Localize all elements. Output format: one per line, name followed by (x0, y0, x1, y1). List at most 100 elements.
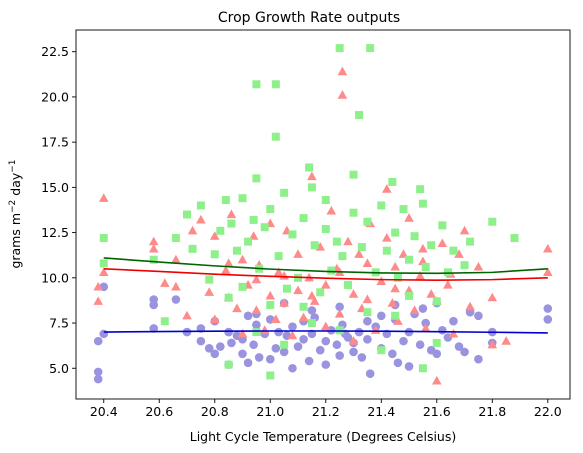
data-point-circle (252, 320, 261, 330)
fit-line (103, 330, 548, 334)
data-point-square (338, 252, 347, 261)
data-point-circle (274, 327, 283, 337)
data-point-triangle (309, 296, 320, 305)
x-tick-label: 20.6 (145, 404, 173, 419)
data-point-triangle (387, 298, 398, 307)
data-point-square (280, 188, 289, 197)
data-point-triangle (343, 236, 353, 246)
data-point-square (363, 217, 372, 226)
data-point-triangle (473, 261, 484, 271)
data-point-triangle (251, 305, 262, 314)
data-point-triangle (393, 316, 403, 325)
data-point-triangle (337, 66, 348, 76)
data-point-circle (363, 316, 372, 326)
data-point-square (363, 308, 372, 317)
data-point-circle (415, 340, 425, 350)
data-point-triangle (148, 236, 159, 246)
data-point-circle (432, 349, 442, 359)
data-point-circle (321, 360, 331, 369)
data-point-circle (388, 349, 397, 359)
data-point-square (405, 291, 414, 300)
data-point-square (410, 232, 419, 241)
data-point-square (149, 255, 158, 264)
data-point-square (271, 80, 280, 89)
data-point-square (99, 259, 108, 268)
data-point-triangle (390, 283, 400, 293)
data-point-triangle (334, 308, 345, 318)
data-point-square (382, 246, 391, 255)
data-point-square (349, 170, 358, 179)
data-point-square (416, 185, 425, 194)
data-point-square (421, 262, 430, 271)
data-point-square (432, 297, 441, 306)
data-point-square (271, 132, 280, 141)
data-point-triangle (362, 258, 373, 267)
data-point-triangle (271, 314, 281, 324)
data-point-triangle (418, 243, 428, 253)
y-tick-label: 5.0 (49, 361, 69, 376)
data-point-square (438, 221, 447, 230)
data-point-circle (363, 335, 372, 344)
data-point-triangle (171, 281, 181, 291)
data-point-triangle (465, 301, 475, 311)
data-point-triangle (232, 303, 242, 313)
data-point-triangle (459, 225, 470, 235)
data-point-triangle (448, 328, 459, 338)
data-point-circle (460, 347, 469, 357)
data-point-triangle (237, 254, 248, 264)
data-point-triangle (223, 258, 234, 267)
data-point-square (305, 163, 314, 172)
data-point-square (405, 255, 414, 264)
data-point-circle (354, 327, 364, 337)
x-axis-label: Light Cycle Temperature (Degrees Celsius… (190, 429, 457, 444)
data-point-circle (357, 353, 367, 362)
data-point-triangle (354, 249, 364, 258)
data-point-triangle (501, 336, 511, 345)
y-tick-label: 20.0 (41, 89, 69, 104)
data-point-square (171, 234, 180, 243)
data-point-square (349, 208, 358, 217)
data-point-square (355, 111, 364, 120)
data-point-triangle (273, 267, 284, 276)
data-point-circle (438, 325, 447, 335)
y-tick-label: 15.0 (41, 180, 69, 195)
data-point-triangle (542, 243, 553, 253)
data-point-square (252, 328, 261, 337)
data-point-square (466, 237, 475, 246)
data-point-triangle (98, 267, 109, 276)
chart-title: Crop Growth Rate outputs (218, 10, 400, 26)
data-point-triangle (187, 225, 198, 235)
data-point-square (244, 237, 253, 246)
data-point-triangle (409, 305, 420, 314)
data-point-circle (404, 362, 414, 371)
data-point-square (316, 288, 325, 297)
data-point-square (238, 194, 247, 203)
data-point-triangle (420, 323, 431, 333)
data-point-square (510, 234, 519, 243)
data-point-triangle (221, 265, 231, 275)
data-point-triangle (287, 330, 298, 340)
data-point-circle (543, 315, 553, 324)
data-point-square (282, 284, 291, 293)
data-point-square (366, 44, 375, 53)
data-point-triangle (298, 312, 309, 322)
data-point-circle (196, 336, 206, 346)
data-point-circle (99, 329, 109, 339)
data-point-square (377, 346, 386, 355)
data-point-circle (224, 327, 233, 337)
x-tick-label: 21.6 (423, 404, 451, 419)
x-tick-label: 21.8 (478, 404, 506, 419)
data-point-triangle (431, 375, 442, 385)
x-axis-ticks: 20.4 20.6 20.8 21.0 21.2 21.4 21.6 21.8 22.0 (90, 399, 562, 419)
data-point-circle (454, 342, 464, 351)
data-point-triangle (98, 193, 109, 202)
data-point-triangle (382, 184, 392, 193)
data-point-triangle (196, 214, 206, 224)
data-point-circle (243, 358, 253, 368)
data-point-circle (93, 336, 103, 346)
data-point-square (388, 177, 397, 186)
data-point-square (188, 244, 197, 253)
data-point-circle (474, 311, 483, 321)
data-point-triangle (376, 276, 387, 286)
data-point-square (310, 241, 319, 250)
